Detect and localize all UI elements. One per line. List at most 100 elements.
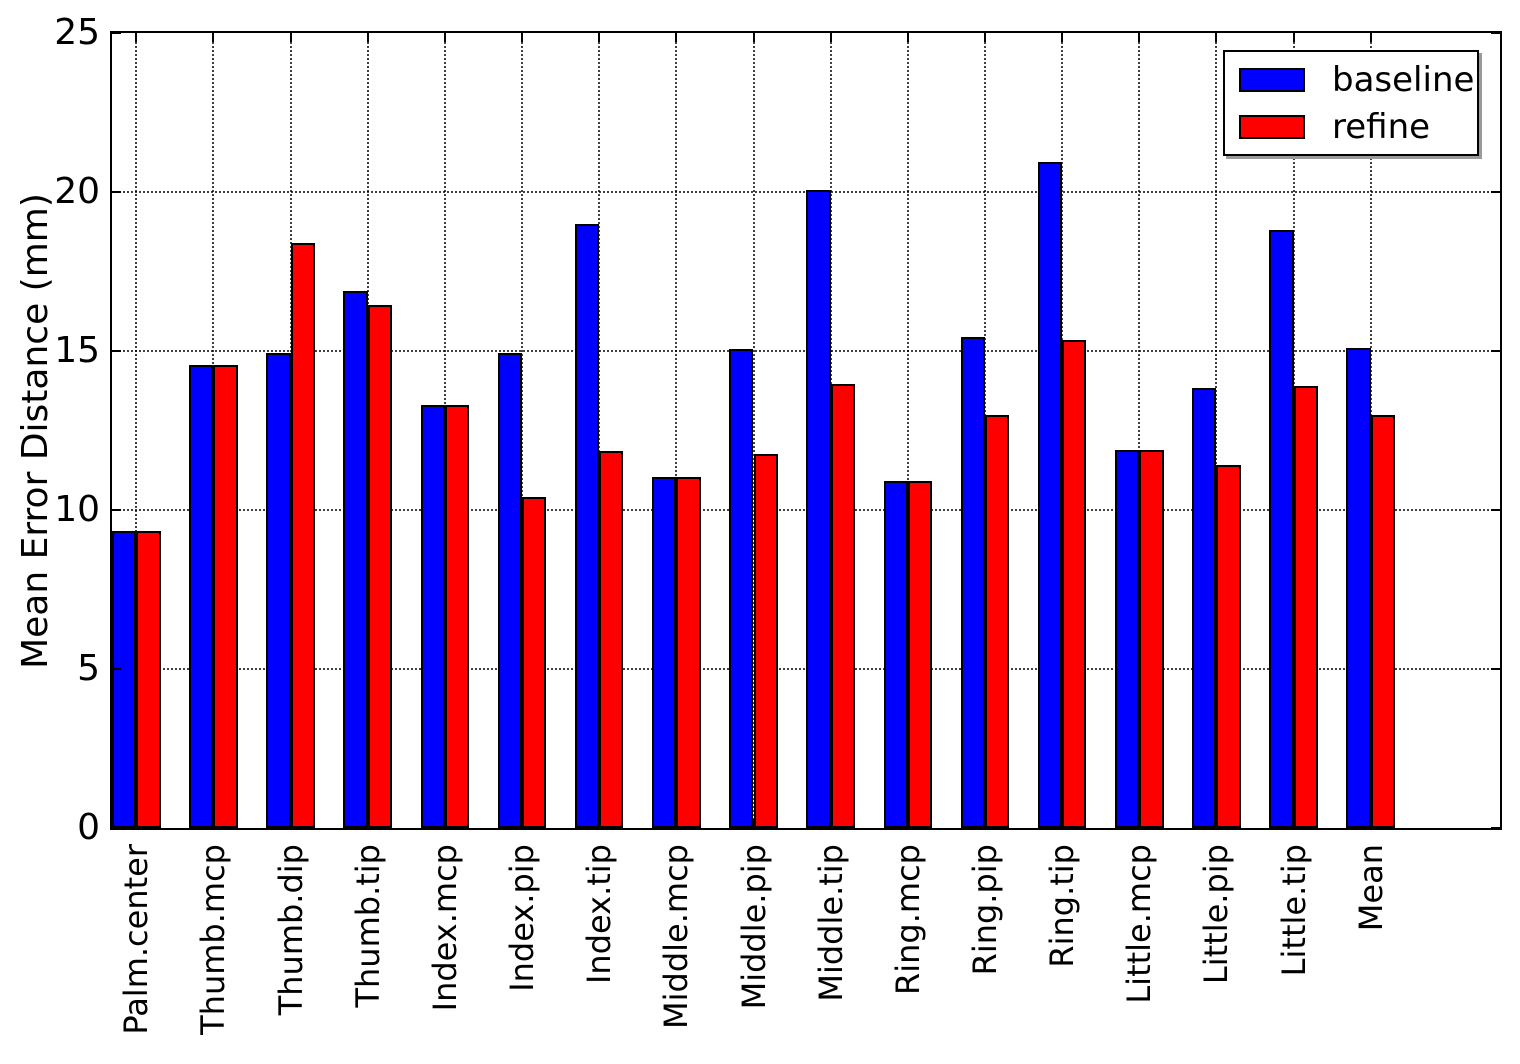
v-gridline-10	[906, 33, 909, 828]
xtick-top-12	[1061, 33, 1064, 42]
xtick-label-Little.tip: Little.tip	[1274, 844, 1313, 977]
h-gridline-15	[112, 350, 1500, 352]
bar-baseline-Little.tip	[1269, 230, 1294, 828]
refine-swatch	[1239, 114, 1305, 139]
xtick-label-Ring.pip: Ring.pip	[965, 844, 1004, 976]
ytick-label-0: 0	[77, 807, 100, 848]
xtick-top-5	[521, 33, 524, 42]
xtick-bottom-14	[1215, 819, 1218, 828]
xtick-label-Index.pip: Index.pip	[503, 844, 542, 992]
xtick-label-Thumb.tip: Thumb.tip	[348, 844, 387, 1008]
xtick-top-3	[366, 33, 369, 42]
legend-row-baseline: baseline	[1225, 62, 1477, 98]
bar-refine-Middle.pip	[753, 454, 778, 828]
xtick-bottom-7	[675, 819, 678, 828]
bar-baseline-Ring.mcp	[883, 481, 908, 828]
bar-refine-Little.mcp	[1139, 449, 1164, 828]
xtick-label-Middle.pip: Middle.pip	[734, 844, 773, 1010]
bar-baseline-Index.mcp	[420, 405, 445, 828]
xtick-top-14	[1215, 33, 1218, 42]
xtick-top-4	[443, 33, 446, 42]
h-gridline-10	[112, 509, 1500, 511]
bar-baseline-Ring.pip	[960, 336, 985, 828]
bar-baseline-Index.tip	[574, 223, 600, 828]
bar-baseline-Thumb.mcp	[189, 365, 214, 828]
xtick-label-Index.mcp: Index.mcp	[425, 844, 464, 1012]
ytick-label-5: 5	[77, 648, 100, 689]
bar-refine-Little.pip	[1216, 465, 1241, 828]
legend-label-refine: refine	[1332, 106, 1431, 147]
legend-label-baseline: baseline	[1332, 59, 1475, 100]
xtick-label-Palm.center: Palm.center	[117, 844, 156, 1035]
xtick-bottom-5	[521, 819, 524, 828]
xtick-bottom-2	[289, 819, 292, 828]
xtick-bottom-16	[1369, 819, 1372, 828]
h-gridline-5	[112, 668, 1500, 670]
xtick-bottom-1	[212, 819, 215, 828]
xtick-top-8	[752, 33, 755, 42]
xtick-top-6	[598, 33, 601, 42]
ytick-right-15	[1491, 350, 1500, 352]
xtick-top-1	[212, 33, 215, 42]
bar-baseline-Middle.pip	[729, 349, 754, 828]
xtick-top-9	[829, 33, 832, 42]
bar-refine-Index.pip	[522, 497, 547, 828]
xtick-top-2	[289, 33, 292, 42]
bar-baseline-Little.pip	[1192, 387, 1217, 828]
bar-baseline-Middle.tip	[806, 190, 831, 828]
xtick-bottom-13	[1138, 819, 1141, 828]
xtick-bottom-4	[443, 819, 446, 828]
bar-baseline-Little.mcp	[1114, 449, 1140, 828]
ytick-left-20	[112, 191, 121, 193]
xtick-top-10	[906, 33, 909, 42]
bar-refine-Ring.pip	[984, 414, 1010, 828]
xtick-label-Index.tip: Index.tip	[580, 844, 619, 985]
v-gridline-8	[752, 33, 755, 828]
xtick-label-Ring.tip: Ring.tip	[1043, 844, 1082, 968]
h-gridline-20	[112, 191, 1500, 193]
ytick-right-0	[1491, 827, 1500, 829]
bar-refine-Mean	[1370, 414, 1395, 828]
bar-refine-Middle.mcp	[676, 476, 701, 828]
ytick-label-15: 15	[54, 330, 100, 371]
legend: baseline refine	[1223, 50, 1479, 156]
v-gridline-5	[521, 33, 524, 828]
xtick-top-7	[675, 33, 678, 42]
bar-refine-Ring.tip	[1062, 339, 1087, 828]
bar-refine-Palm.center	[136, 530, 161, 828]
xtick-bottom-12	[1061, 819, 1064, 828]
xtick-top-16	[1369, 33, 1372, 42]
bar-baseline-Palm.center	[112, 530, 137, 828]
ytick-left-0	[112, 827, 121, 829]
ytick-right-25	[1491, 32, 1500, 34]
xtick-label-Thumb.mcp: Thumb.mcp	[194, 844, 233, 1035]
v-gridline-14	[1215, 33, 1218, 828]
xtick-label-Middle.mcp: Middle.mcp	[657, 844, 696, 1029]
xtick-bottom-3	[366, 819, 369, 828]
xtick-top-0	[135, 33, 138, 42]
bar-refine-Index.tip	[599, 451, 624, 828]
ytick-left-15	[112, 350, 121, 352]
bar-refine-Index.mcp	[444, 405, 470, 828]
xtick-label-Middle.tip: Middle.tip	[811, 844, 850, 1002]
v-gridline-0	[135, 33, 138, 828]
bar-baseline-Middle.mcp	[652, 476, 677, 828]
bar-refine-Thumb.tip	[367, 304, 393, 828]
plot-area: baseline refine	[110, 31, 1502, 830]
xtick-bottom-15	[1292, 819, 1295, 828]
bar-baseline-Thumb.dip	[266, 352, 291, 828]
ytick-left-5	[112, 668, 121, 670]
bars-layer	[112, 33, 1500, 828]
v-gridline-6	[598, 33, 601, 828]
bar-refine-Middle.tip	[830, 384, 855, 828]
ytick-right-20	[1491, 191, 1500, 193]
baseline-swatch	[1239, 67, 1305, 92]
xtick-top-11	[983, 33, 986, 42]
xtick-bottom-9	[829, 819, 832, 828]
ytick-label-20: 20	[54, 171, 100, 212]
xtick-label-Little.mcp: Little.mcp	[1120, 844, 1159, 1004]
xtick-label-Ring.mcp: Ring.mcp	[888, 844, 927, 995]
